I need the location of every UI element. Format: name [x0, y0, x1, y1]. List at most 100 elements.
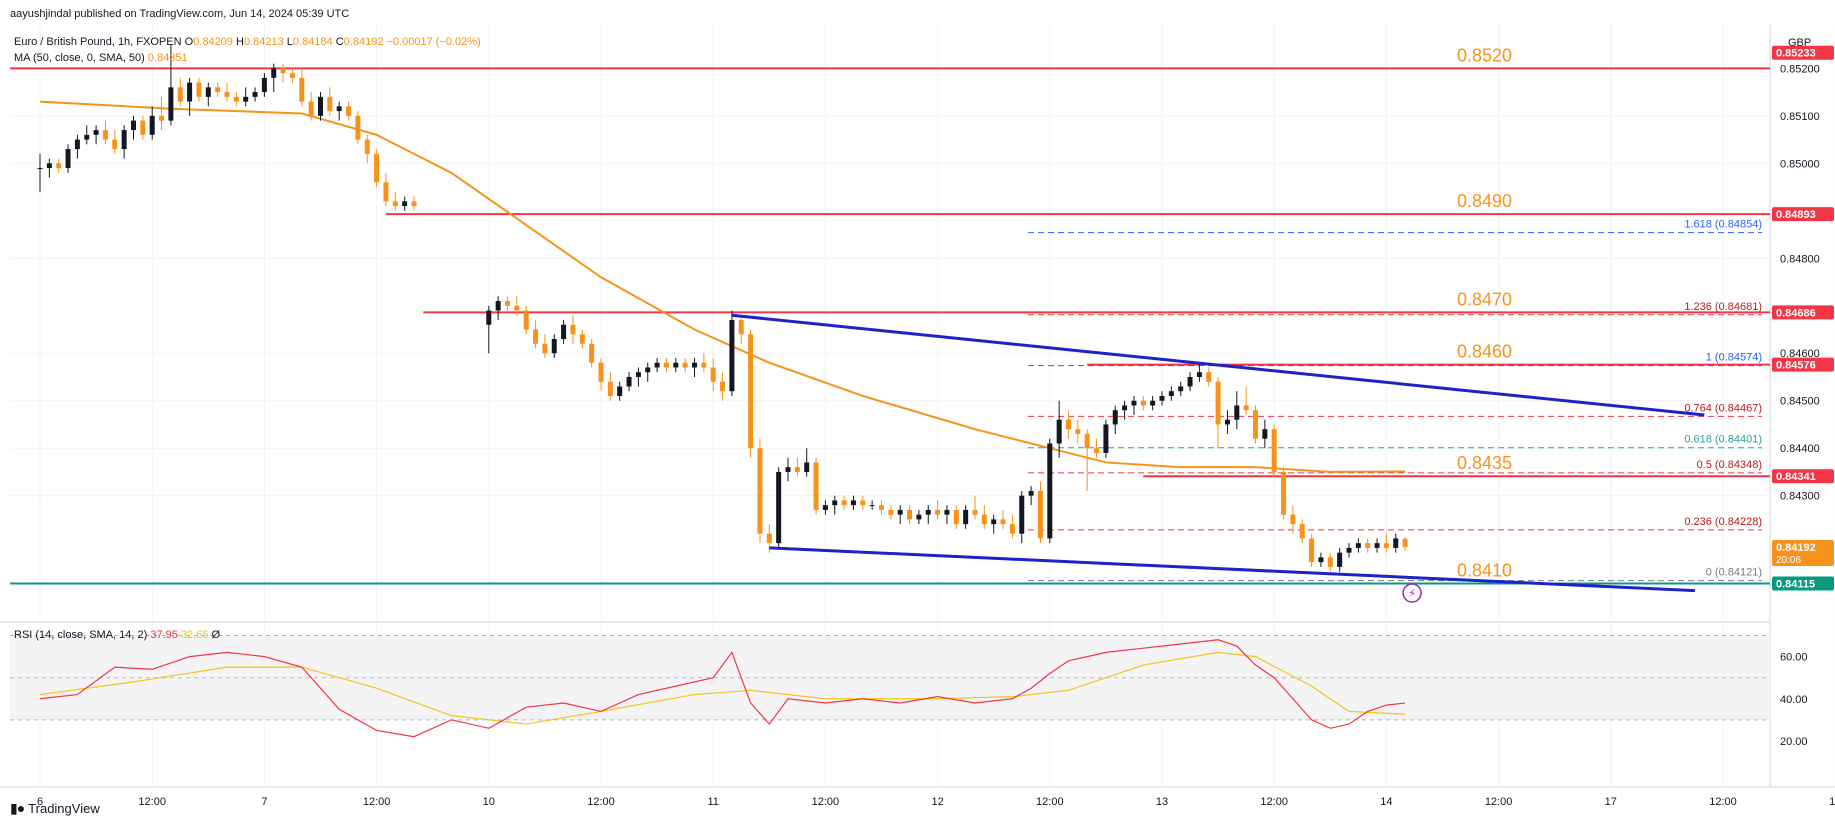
time-tick-label: 12:00 [1485, 796, 1513, 808]
candle-body [757, 448, 763, 534]
candle-body [56, 163, 62, 169]
candle-body [953, 509, 959, 525]
level-label: 0.8435 [1457, 453, 1512, 473]
price-tick-label: 0.84400 [1780, 443, 1820, 455]
candle-body [907, 509, 913, 520]
candle-body [505, 301, 510, 306]
candle-body [682, 362, 688, 368]
candle-body [74, 139, 80, 150]
candle-body [1327, 557, 1333, 567]
fib-level-label: 1 (0.84574) [1706, 352, 1762, 364]
candle-body [243, 96, 249, 102]
candle-body [1355, 543, 1361, 548]
low-value: 0.84184 [292, 36, 333, 48]
candle-body [383, 182, 389, 202]
candle-body [1066, 419, 1071, 430]
candle-body [1346, 547, 1352, 553]
candle-body [280, 68, 286, 74]
price-tag-text: 0.84576 [1776, 360, 1816, 372]
price-tag [1772, 45, 1834, 60]
price-tag [1772, 357, 1834, 372]
candle-body [850, 500, 856, 506]
level-label: 0.8410 [1457, 561, 1512, 581]
time-tick-label: 6 [37, 796, 43, 808]
rsi-tick-label: 60.00 [1780, 652, 1808, 664]
ma50-line [39, 100, 1406, 473]
candle-body [308, 101, 314, 116]
rsi-extra: Ø [211, 629, 221, 641]
candle-body [411, 201, 417, 207]
high-label: H [235, 36, 244, 48]
candle-body [102, 130, 108, 140]
candle-body [261, 77, 267, 93]
time-tick-label: 12:00 [1260, 796, 1288, 808]
candle-body [1206, 372, 1212, 382]
price-tick-label: 0.84300 [1780, 491, 1820, 503]
candle-body [327, 96, 333, 112]
fib-level-label: 1.236 (0.84681) [1684, 301, 1762, 313]
candle-body [149, 115, 155, 135]
level-label: 0.8520 [1457, 45, 1512, 65]
candle-body [1365, 543, 1371, 548]
candle-body [935, 509, 941, 515]
candle-body [776, 471, 782, 544]
candle-body [1196, 372, 1202, 377]
level-label: 0.8460 [1457, 342, 1512, 362]
rsi-value: 37.95 [150, 629, 178, 641]
candle-body [84, 134, 90, 140]
candle-body [533, 329, 539, 344]
candle-body [252, 92, 258, 97]
fib-level-label: 0 (0.84121) [1706, 567, 1762, 579]
candle-body [159, 115, 165, 121]
tradingview-logo[interactable]: ▮● TradingView [10, 800, 100, 817]
close-label: C [335, 36, 344, 48]
time-tick-label: 12:00 [587, 796, 615, 808]
candle-body [589, 343, 595, 363]
candle-body [1215, 381, 1221, 425]
candle-body [626, 376, 632, 387]
candle-body [897, 509, 903, 515]
time-tick-label: 13 [1156, 796, 1168, 808]
candle-body [1009, 524, 1015, 534]
time-tick-label: 12:00 [138, 796, 166, 808]
rsi-tick-label: 20.00 [1780, 736, 1808, 748]
candle-body [65, 149, 71, 169]
candle-body [1187, 376, 1193, 387]
fib-level-label: 1.618 (0.84854) [1684, 219, 1762, 231]
time-tick-label: 10 [483, 796, 495, 808]
candle-body [93, 130, 99, 135]
price-tick-label: 0.85100 [1780, 111, 1820, 123]
candle-body [1140, 400, 1146, 406]
candle-body [1168, 391, 1174, 396]
candle-body [860, 500, 866, 506]
candle-body [215, 87, 221, 93]
price-tag-text: 0.84893 [1776, 209, 1816, 221]
brand-name: TradingView [28, 801, 100, 816]
symbol-legend: Euro / British Pound, 1h, FXOPEN O0.8420… [14, 36, 481, 48]
candle-body [1374, 543, 1380, 548]
candle-body [1224, 419, 1230, 425]
price-tag-text: 0.85233 [1776, 48, 1816, 60]
candle-body [392, 201, 398, 207]
candle-body [336, 106, 342, 112]
candle-body [766, 533, 772, 544]
price-tick-label: 0.84800 [1780, 253, 1820, 265]
close-value: 0.84192 [343, 36, 384, 48]
price-tag-text: 0.84115 [1776, 579, 1815, 591]
symbol-title: Euro / British Pound, 1h, FXOPEN [14, 36, 182, 48]
candle-body [1037, 490, 1043, 539]
candle-body [346, 106, 352, 116]
candle-body [364, 139, 370, 154]
candle-body [738, 320, 744, 335]
lightning-icon [1402, 583, 1422, 603]
price-tick-label: 0.84500 [1780, 396, 1820, 408]
candle-body [1103, 424, 1109, 453]
publish-info: aayushjindal published on TradingView.co… [10, 8, 350, 20]
candle-body [804, 462, 810, 472]
candle-body [131, 120, 136, 131]
price-tick-label: 0.85000 [1780, 158, 1820, 170]
ma-label: MA (50, close, 0, SMA, 50) [14, 52, 145, 64]
candle-body [1253, 410, 1258, 439]
candle-body [1402, 538, 1408, 547]
